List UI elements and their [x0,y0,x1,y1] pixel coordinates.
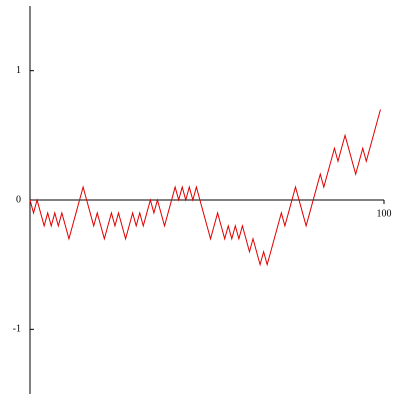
x-tick-label: 100 [377,208,392,219]
y-tick-label: 0 [16,194,21,205]
y-tick-label: -1 [13,324,21,335]
y-tick-label: 1 [16,65,21,76]
line [29,109,381,267]
